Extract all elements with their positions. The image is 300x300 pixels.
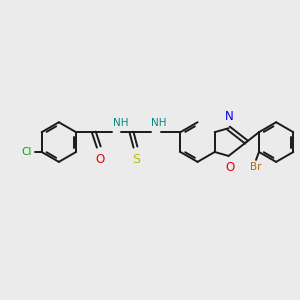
Text: N: N xyxy=(225,110,234,123)
Text: O: O xyxy=(225,161,234,174)
Text: S: S xyxy=(132,153,140,166)
Text: O: O xyxy=(95,153,104,166)
Text: NH: NH xyxy=(151,118,167,128)
Text: Cl: Cl xyxy=(21,147,32,157)
Text: NH: NH xyxy=(113,118,128,128)
Text: Br: Br xyxy=(250,162,262,172)
